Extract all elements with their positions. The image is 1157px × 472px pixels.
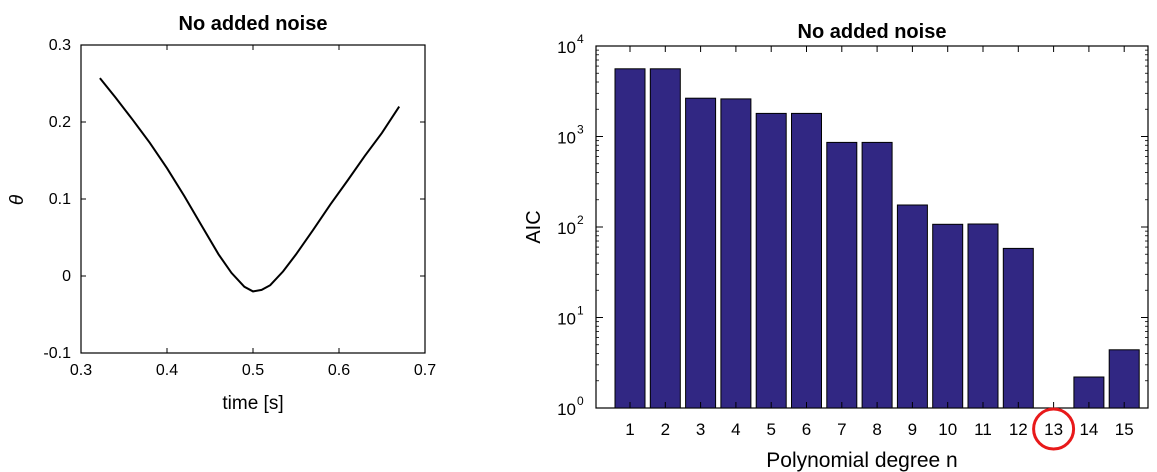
aic-bar [896, 204, 928, 409]
left-y-axis-label: θ [7, 194, 28, 205]
highlight-circle [1032, 407, 1076, 451]
left-x-tick-label: 0.4 [156, 362, 178, 379]
aic-bar [826, 141, 858, 409]
left-tick-group: 0.3 0.4 0.5 0.6 0.7 -0.1 0 0.1 0.2 0.3 [43, 37, 436, 379]
left-y-tick-label: 0.3 [49, 37, 71, 54]
right-chart-title: No added noise [798, 21, 947, 43]
aic-bar [1002, 247, 1034, 409]
right-x-tick-label: 3 [696, 420, 705, 439]
right-x-tick-label: 14 [1079, 420, 1098, 439]
left-x-tick-label: 0.3 [70, 362, 92, 379]
right-y-tick-base: 10 [557, 400, 576, 419]
aic-bar-group [614, 68, 1140, 409]
aic-bar [932, 223, 964, 409]
left-x-axis-label: time [s] [222, 393, 283, 414]
aic-bar [861, 141, 893, 409]
right-y-tick-exponent: 3 [577, 123, 584, 137]
aic-bar [720, 98, 752, 409]
right-y-tick-base: 10 [557, 129, 576, 148]
right-x-tick-label: 12 [1009, 420, 1028, 439]
left-chart-title: No added noise [179, 13, 328, 35]
right-y-tick-base: 10 [557, 310, 576, 329]
right-x-tick-label: 2 [661, 420, 670, 439]
left-y-tick-label: -0.1 [43, 345, 71, 362]
right-x-tick-label: 11 [974, 420, 992, 439]
aic-bar [1108, 349, 1140, 409]
right-y-tick-base: 10 [557, 38, 576, 57]
left-x-tick-label: 0.7 [414, 362, 436, 379]
right-x-tick-label: 15 [1115, 420, 1134, 439]
right-x-tick-label: 7 [837, 420, 846, 439]
right-y-tick-exponent: 4 [577, 32, 584, 46]
right-x-tick-label: 1 [625, 420, 634, 439]
theta-series-line [99, 77, 401, 293]
aic-bar [649, 68, 681, 409]
aic-bar [967, 223, 999, 409]
right-x-tick-label: 10 [938, 420, 957, 439]
left-y-tick-label: 0.1 [49, 191, 71, 208]
left-axes: No added noise 0.3 0.4 0.5 0.6 0.7-0.100.10.… [7, 13, 436, 414]
right-x-tick-label: 6 [802, 420, 811, 439]
left-x-tick-label: 0.6 [328, 362, 350, 379]
right-x-axis-label: Polynomial degree n [766, 449, 957, 472]
right-y-tick-base: 10 [557, 219, 576, 238]
aic-bar [614, 68, 646, 409]
left-y-tick-label: 0 [62, 268, 71, 285]
aic-bar [791, 112, 822, 409]
right-y-tick-exponent: 2 [577, 213, 584, 227]
left-x-tick-label: 0.5 [242, 362, 264, 379]
left-y-tick-label: 0.2 [49, 114, 71, 131]
right-x-tick-label: 4 [731, 420, 740, 439]
right-y-axis-label: AIC [523, 210, 545, 243]
aic-bar [755, 112, 787, 409]
right-y-tick-exponent: 0 [577, 394, 584, 408]
right-x-tick-label: 5 [766, 420, 775, 439]
right-y-tick-exponent: 1 [577, 304, 584, 318]
right-x-tick-label: 8 [872, 420, 881, 439]
right-x-tick-label: 9 [908, 420, 917, 439]
left-plot-frame [80, 44, 426, 354]
aic-bar [685, 97, 717, 409]
right-x-tick-label: 13 [1044, 420, 1063, 439]
